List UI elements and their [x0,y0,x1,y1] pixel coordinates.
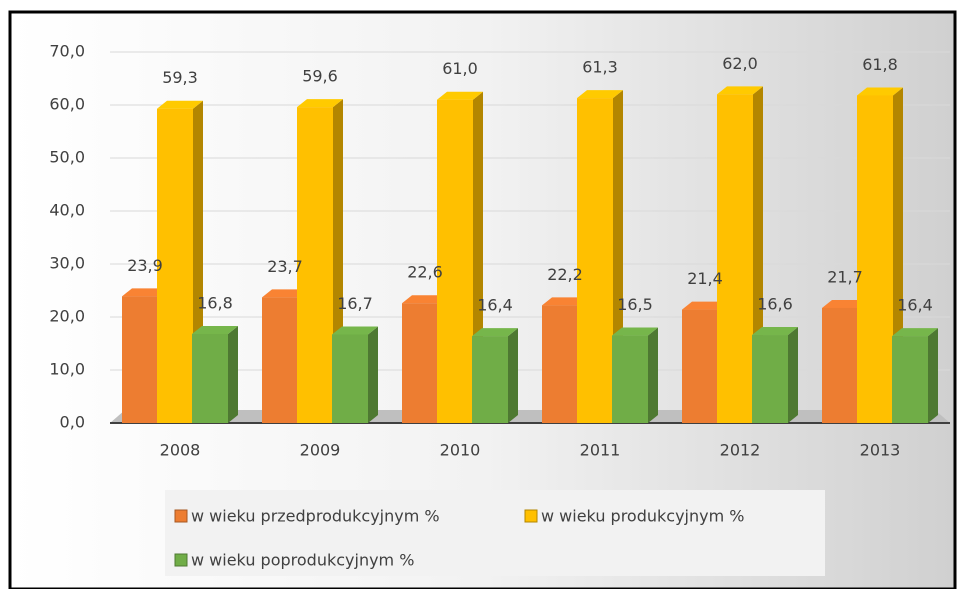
legend-swatch [524,509,538,523]
y-tick-label: 10,0 [49,360,85,379]
data-label: 16,8 [197,293,233,312]
legend-label: w wieku przedprodukcyjnym % [191,507,440,526]
data-label: 61,0 [442,59,478,78]
bar [192,333,228,423]
data-label: 16,7 [337,294,373,313]
bar [612,335,648,423]
bar [892,336,928,423]
data-label: 61,3 [582,58,618,77]
bar [717,94,753,424]
y-tick-label: 40,0 [49,201,85,220]
bar-top [472,328,518,337]
x-tick-label: 2008 [160,441,201,460]
legend-box [165,490,825,576]
bar-top [332,326,378,335]
data-label: 22,6 [407,263,443,282]
x-tick-label: 2013 [860,441,901,460]
bar-top [577,90,623,99]
data-label: 59,6 [302,67,338,86]
bar-top [402,295,448,304]
bar [122,296,158,423]
y-tick-label: 0,0 [60,413,85,432]
x-tick-label: 2012 [720,441,761,460]
bar-side [648,327,658,423]
data-label: 21,7 [827,267,863,286]
x-tick-label: 2009 [300,441,341,460]
data-label: 62,0 [722,54,758,73]
bar-top [717,86,763,95]
bar [157,108,193,424]
bar [682,309,718,423]
bar-top [122,288,168,297]
bar [297,107,333,424]
y-tick-label: 60,0 [49,95,85,114]
bar [542,305,578,423]
data-label: 21,4 [687,269,723,288]
data-label: 16,4 [897,296,933,315]
legend-label: w wieku poprodukcyjnym % [191,551,414,570]
legend-swatch [174,509,188,523]
bar [332,334,368,423]
legend-swatch [174,553,188,567]
bar [437,99,473,423]
x-tick-label: 2011 [580,441,621,460]
data-label: 23,7 [267,257,303,276]
bar [577,98,613,424]
bar-top [542,297,588,306]
bar-top [612,327,658,336]
bar [752,335,788,423]
bar-top [297,99,343,108]
data-label: 23,9 [127,256,163,275]
bar-top [682,301,728,310]
y-tick-label: 70,0 [49,42,85,61]
data-label: 22,2 [547,265,583,284]
bar-top [157,100,203,109]
bar [857,95,893,424]
bar [472,336,508,423]
bar-top [857,87,903,96]
bar-side [788,327,798,423]
data-label: 16,6 [757,295,793,314]
bar-top [437,91,483,100]
bar-top [892,328,938,337]
bar-top [752,327,798,336]
legend-label: w wieku produkcyjnym % [541,507,744,526]
data-label: 59,3 [162,68,198,87]
data-label: 16,4 [477,296,513,315]
bar [402,303,438,423]
data-label: 16,5 [617,295,653,314]
bar [262,297,298,423]
bar-top [822,299,868,308]
bar-side [368,326,378,423]
y-tick-label: 30,0 [49,254,85,273]
bar-side [928,328,938,423]
bar-top [192,325,238,334]
x-tick-label: 2010 [440,441,481,460]
y-tick-label: 50,0 [49,148,85,167]
bar-top [262,289,308,298]
data-label: 61,8 [862,55,898,74]
bar-side [508,328,518,423]
bar [822,307,858,423]
bar-side [228,325,238,423]
y-tick-label: 20,0 [49,307,85,326]
